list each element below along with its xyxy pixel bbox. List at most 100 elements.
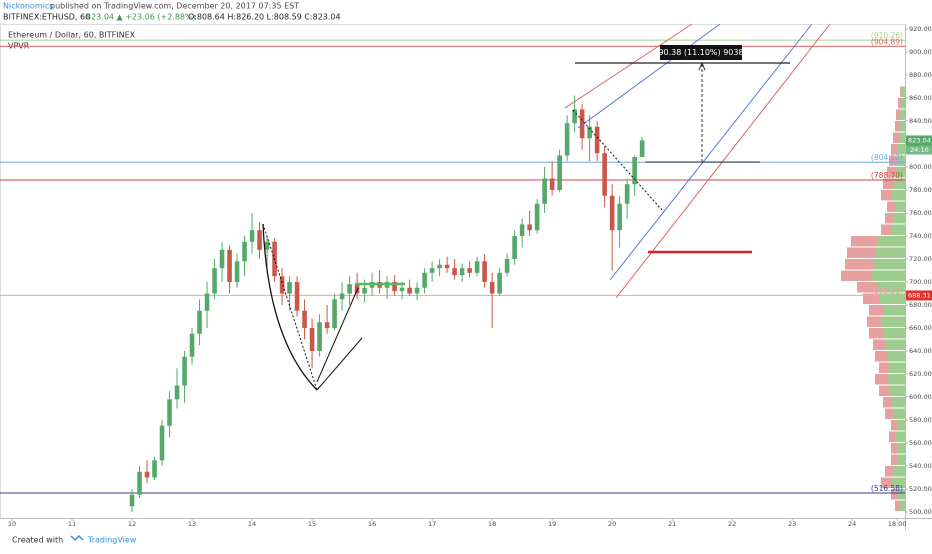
vpvr-up xyxy=(891,224,905,235)
candle-body xyxy=(504,258,510,273)
y-tick-label: 900.00 xyxy=(909,48,932,56)
vpvr-down xyxy=(873,339,885,350)
candle-body xyxy=(602,153,607,196)
candle-body xyxy=(609,195,615,231)
candle-body xyxy=(474,261,480,273)
candle-body xyxy=(204,293,210,311)
x-tick-label: 22 xyxy=(728,520,736,528)
vpvr-up xyxy=(887,373,905,385)
vpvr-down xyxy=(867,316,881,327)
vpvr-up xyxy=(891,477,905,489)
candle-body xyxy=(362,287,367,294)
candle-body xyxy=(482,261,487,282)
logo xyxy=(70,534,84,542)
candle-body xyxy=(129,494,135,507)
vpvr-down xyxy=(889,431,895,443)
candle-body xyxy=(167,399,172,426)
candle-body xyxy=(219,249,225,269)
candle-body xyxy=(452,268,457,276)
vpvr-down xyxy=(889,155,897,166)
footer-created: Created with xyxy=(12,536,63,545)
candle-body xyxy=(279,276,285,294)
y-tick-label: 660.00 xyxy=(909,324,932,332)
y-tick-label: 840.00 xyxy=(909,117,932,125)
vpvr-up xyxy=(897,489,905,500)
candle-body xyxy=(227,249,232,282)
candle-body xyxy=(152,460,157,478)
curve xyxy=(262,223,318,391)
candle-body xyxy=(144,471,150,478)
vpvr-down xyxy=(881,224,891,235)
y-tick-label: 520.00 xyxy=(909,485,932,493)
vpvr-down xyxy=(900,86,902,97)
candle-body xyxy=(212,268,217,294)
vpvr-up xyxy=(881,316,905,327)
change: 823.04 ▲ +23.06 (+2.88%) xyxy=(86,13,196,22)
candle-body xyxy=(527,224,532,231)
y-tick-label: 760.00 xyxy=(909,209,932,217)
vpvr-up xyxy=(871,270,905,281)
candle-body xyxy=(249,230,255,242)
candle-body xyxy=(137,471,142,495)
candle-body xyxy=(497,272,502,294)
vpvr-up xyxy=(877,235,905,247)
vpvr-up xyxy=(893,466,905,477)
vpvr-down xyxy=(863,293,879,304)
price-badge-label: 688.31 xyxy=(908,291,931,299)
candle-body xyxy=(572,109,577,124)
x-tick-label: 10 xyxy=(8,520,16,528)
candle-body xyxy=(347,284,352,294)
candle-body xyxy=(302,310,307,328)
vpvr-down xyxy=(891,443,897,454)
vpvr-up xyxy=(883,304,905,316)
y-tick-label: 920.00 xyxy=(909,25,932,33)
y-tick-label: 580.00 xyxy=(909,416,932,424)
price-badge xyxy=(906,290,932,301)
y-tick-label: 880.00 xyxy=(909,71,932,79)
y-tick-label: 780.00 xyxy=(909,186,932,194)
ohlc: O:808.64 H:826.20 L:808.59 C:823.04 xyxy=(188,13,341,22)
x-tick-label: 20 xyxy=(608,520,616,528)
vpvr-up xyxy=(889,385,905,397)
published: published on TradingView.com, December 2… xyxy=(50,2,299,11)
vpvr-down xyxy=(891,143,897,155)
level-label: (516.58) xyxy=(871,484,903,493)
vpvr-up xyxy=(899,120,905,132)
x-tick-label: 11 xyxy=(68,520,76,528)
candle-body xyxy=(639,140,645,158)
x-tick-label: 23 xyxy=(788,520,796,528)
vpvr-up xyxy=(895,166,905,178)
vpvr-up xyxy=(879,293,905,304)
candle-body xyxy=(519,224,525,236)
candle-body xyxy=(542,178,547,204)
y-tick-label: 800.00 xyxy=(909,163,932,171)
level-label: (904.89) xyxy=(871,37,903,46)
candle-body xyxy=(332,299,337,328)
vpvr-up xyxy=(893,212,905,224)
vpvr-down xyxy=(847,247,875,258)
vpvr-down xyxy=(896,109,900,120)
y-tick-label: 740.00 xyxy=(909,232,932,240)
vpvr-up xyxy=(887,350,905,362)
vpvr-down xyxy=(881,189,891,201)
y-tick-label: 500.00 xyxy=(909,508,932,516)
x-tick-label: 18:00 xyxy=(888,520,907,528)
vpvr-up xyxy=(891,397,905,408)
vpvr-down xyxy=(885,408,893,420)
vpvr-up xyxy=(877,281,905,293)
author[interactable]: Nickonomics xyxy=(3,2,53,11)
candle-body xyxy=(624,184,630,204)
candle-body xyxy=(587,126,592,139)
candle-body xyxy=(557,155,562,190)
drawings xyxy=(262,23,831,391)
level-label: (804.12) xyxy=(871,153,903,162)
candle-body xyxy=(594,126,600,154)
candle-body xyxy=(197,310,202,334)
vpvr-down xyxy=(883,397,891,408)
x-tick-label: 15 xyxy=(308,520,316,528)
vpvr-up xyxy=(885,339,905,350)
vpvr-down xyxy=(875,350,887,362)
footer-brand[interactable]: TradingView xyxy=(87,536,137,545)
y-tick-label: 860.00 xyxy=(909,94,932,102)
